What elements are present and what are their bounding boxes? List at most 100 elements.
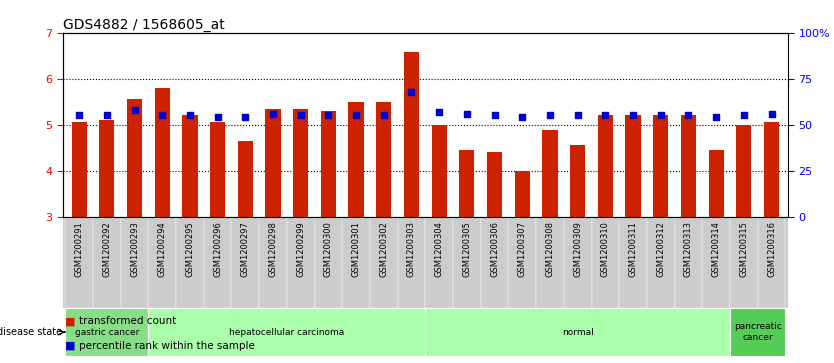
Bar <box>515 171 530 217</box>
Bar <box>287 217 314 309</box>
Text: GSM1200294: GSM1200294 <box>158 221 167 277</box>
Text: pancreatic
cancer: pancreatic cancer <box>734 322 781 342</box>
Bar <box>342 217 370 309</box>
Text: GSM1200301: GSM1200301 <box>352 221 360 277</box>
Bar <box>404 52 420 217</box>
Bar <box>509 217 536 309</box>
Text: hepatocellular carcinoma: hepatocellular carcinoma <box>229 327 344 337</box>
Bar <box>72 122 87 217</box>
Bar <box>487 152 502 217</box>
Bar <box>675 217 702 309</box>
Bar <box>203 217 232 309</box>
Bar <box>93 217 121 309</box>
Point <box>239 114 252 120</box>
Point <box>156 113 169 118</box>
Bar <box>183 115 198 217</box>
Bar <box>757 217 786 309</box>
Bar <box>210 122 225 217</box>
Point <box>128 107 141 113</box>
Text: GSM1200307: GSM1200307 <box>518 221 527 277</box>
Point <box>488 113 501 118</box>
Text: GSM1200298: GSM1200298 <box>269 221 278 277</box>
Bar <box>542 130 558 217</box>
Bar <box>764 122 779 217</box>
Text: ■: ■ <box>65 340 76 351</box>
Point <box>681 113 695 118</box>
Bar <box>681 115 696 217</box>
Bar <box>65 309 148 356</box>
Bar <box>453 217 480 309</box>
Text: GSM1200316: GSM1200316 <box>767 221 776 277</box>
Point <box>294 113 308 118</box>
Text: GSM1200314: GSM1200314 <box>711 221 721 277</box>
Text: GSM1200293: GSM1200293 <box>130 221 139 277</box>
Point <box>710 114 723 120</box>
Point <box>211 114 224 120</box>
Point <box>737 113 751 118</box>
Text: normal: normal <box>562 327 594 337</box>
Bar <box>431 125 447 217</box>
Text: GSM1200309: GSM1200309 <box>573 221 582 277</box>
Bar <box>232 217 259 309</box>
Point <box>460 111 474 117</box>
Text: GSM1200308: GSM1200308 <box>545 221 555 277</box>
Text: GSM1200312: GSM1200312 <box>656 221 666 277</box>
Bar <box>376 102 391 217</box>
Bar <box>99 120 114 217</box>
Text: GSM1200296: GSM1200296 <box>214 221 222 277</box>
Text: transformed count: transformed count <box>79 316 177 326</box>
Bar <box>425 309 730 356</box>
Bar <box>730 217 757 309</box>
Bar <box>370 217 398 309</box>
Point <box>322 113 335 118</box>
Text: GSM1200302: GSM1200302 <box>379 221 389 277</box>
Bar <box>148 217 176 309</box>
Text: GSM1200304: GSM1200304 <box>435 221 444 277</box>
Point <box>765 111 778 117</box>
Point <box>654 113 667 118</box>
Text: GSM1200292: GSM1200292 <box>103 221 112 277</box>
Bar <box>121 217 148 309</box>
Bar <box>398 217 425 309</box>
Text: GSM1200295: GSM1200295 <box>185 221 194 277</box>
Bar <box>570 145 585 217</box>
Bar <box>653 115 668 217</box>
Text: GSM1200310: GSM1200310 <box>600 221 610 277</box>
Text: GDS4882 / 1568605_at: GDS4882 / 1568605_at <box>63 18 224 32</box>
Bar <box>154 88 170 217</box>
Text: GSM1200315: GSM1200315 <box>739 221 748 277</box>
Text: ■: ■ <box>65 316 76 326</box>
Bar <box>148 309 425 356</box>
Bar <box>321 111 336 217</box>
Point <box>404 89 418 94</box>
Text: GSM1200311: GSM1200311 <box>629 221 637 277</box>
Point <box>349 113 363 118</box>
Text: GSM1200303: GSM1200303 <box>407 221 416 277</box>
Bar <box>598 115 613 217</box>
Bar <box>265 109 280 217</box>
Text: GSM1200306: GSM1200306 <box>490 221 499 277</box>
Bar <box>314 217 342 309</box>
Bar <box>460 150 475 217</box>
Point <box>266 111 279 117</box>
Text: GSM1200299: GSM1200299 <box>296 221 305 277</box>
Bar <box>127 99 142 217</box>
Bar <box>730 309 786 356</box>
Bar <box>626 115 641 217</box>
Text: GSM1200313: GSM1200313 <box>684 221 693 277</box>
Text: GSM1200300: GSM1200300 <box>324 221 333 277</box>
Bar <box>349 102 364 217</box>
Point <box>183 113 197 118</box>
Bar <box>591 217 619 309</box>
Bar <box>709 150 724 217</box>
Point <box>599 113 612 118</box>
Bar <box>647 217 675 309</box>
Text: GSM1200297: GSM1200297 <box>241 221 250 277</box>
Bar <box>238 141 253 217</box>
Text: percentile rank within the sample: percentile rank within the sample <box>79 340 255 351</box>
Text: gastric cancer: gastric cancer <box>75 327 139 337</box>
Point <box>571 113 585 118</box>
Bar <box>176 217 203 309</box>
Text: disease state: disease state <box>0 327 62 337</box>
Bar <box>536 217 564 309</box>
